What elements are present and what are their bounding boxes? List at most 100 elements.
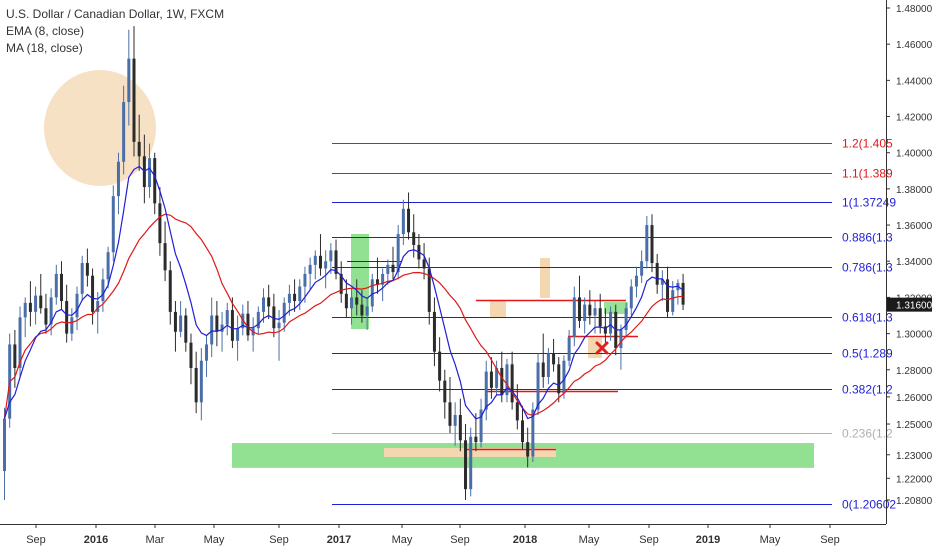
candle-body bbox=[308, 264, 312, 274]
fib-level-label: 0.236(1.2 bbox=[842, 427, 893, 441]
candlesticks bbox=[3, 26, 685, 500]
candle-body bbox=[91, 275, 95, 312]
candle-body bbox=[168, 270, 172, 312]
fib-level-label: 0.382(1.2 bbox=[842, 383, 893, 397]
candle-body bbox=[241, 313, 245, 329]
tan-box bbox=[540, 258, 550, 298]
candle-body bbox=[634, 275, 638, 287]
candle-body bbox=[624, 308, 628, 330]
candle-body bbox=[510, 364, 514, 403]
candle-body bbox=[272, 306, 276, 329]
candle-body bbox=[681, 282, 685, 305]
candle-body bbox=[588, 304, 592, 316]
candle-body bbox=[54, 273, 58, 298]
candle-body bbox=[287, 293, 291, 303]
candle-body bbox=[59, 273, 63, 302]
candle-body bbox=[298, 286, 302, 302]
candle-body bbox=[153, 158, 157, 204]
ema-legend-label: EMA (8, close) bbox=[6, 24, 85, 38]
ema-8-line bbox=[3, 165, 684, 420]
candle-body bbox=[116, 161, 120, 197]
cross-icon bbox=[595, 341, 609, 355]
candle-body bbox=[536, 362, 540, 410]
x-tick-label: Sep bbox=[639, 534, 659, 546]
candle-body bbox=[655, 263, 659, 285]
candle-body bbox=[407, 208, 411, 233]
candle-body bbox=[484, 371, 488, 410]
candle-body bbox=[85, 263, 89, 276]
candle-body bbox=[344, 293, 348, 309]
annotation-boxes bbox=[44, 70, 814, 468]
candle-body bbox=[173, 311, 177, 332]
candle-body bbox=[122, 102, 126, 162]
candle-body bbox=[355, 297, 359, 305]
candle-body bbox=[18, 317, 22, 368]
fibonacci-levels: 1.2(1.405 1.1(1.389 1(1.37249 0.886(1.3 0.78… bbox=[332, 137, 896, 512]
candle-body bbox=[629, 286, 633, 309]
fib-level-label: 1(1.37249 bbox=[842, 196, 896, 210]
fib-level-label: 1.2(1.405 bbox=[842, 137, 893, 151]
x-tick-label: Mar bbox=[146, 534, 165, 546]
y-axis: 1.48000 1.46000 1.44000 1.42000 1.40000 1.380… bbox=[886, 0, 932, 524]
candle-body bbox=[619, 329, 623, 349]
candle-body bbox=[515, 402, 519, 421]
candle-body bbox=[163, 243, 167, 271]
candle-body bbox=[546, 353, 550, 377]
candle-body bbox=[562, 360, 566, 394]
y-tick-label: 1.22000 bbox=[896, 474, 932, 485]
candle-body bbox=[49, 297, 53, 325]
candle-body bbox=[458, 414, 462, 441]
candle-body bbox=[474, 436, 478, 443]
candle-body bbox=[179, 315, 183, 332]
candle-body bbox=[324, 261, 328, 269]
candle-body bbox=[370, 279, 374, 307]
candle-body bbox=[666, 279, 670, 312]
annotations bbox=[595, 341, 609, 355]
candle-body bbox=[230, 310, 234, 341]
candle-body bbox=[422, 259, 426, 269]
candle-body bbox=[572, 297, 576, 338]
candle-body bbox=[438, 351, 442, 381]
candle-body bbox=[194, 367, 198, 403]
candle-body bbox=[210, 315, 214, 345]
x-tick-label: May bbox=[392, 534, 413, 546]
candle-body bbox=[277, 322, 281, 329]
fib-level-label: 1.1(1.389 bbox=[842, 167, 893, 181]
candle-body bbox=[267, 297, 271, 307]
candle-body bbox=[318, 255, 322, 269]
candle-body bbox=[521, 420, 524, 443]
candle-body bbox=[640, 261, 644, 276]
candle-body bbox=[412, 232, 416, 245]
candle-body bbox=[593, 308, 597, 316]
candle-body bbox=[80, 263, 84, 294]
candle-body bbox=[148, 158, 152, 188]
x-tick-label: 2017 bbox=[327, 534, 351, 546]
fib-level-label: 0.618(1.3 bbox=[842, 311, 893, 325]
candle-body bbox=[303, 273, 307, 287]
candle-body bbox=[236, 328, 240, 341]
candle-body bbox=[329, 250, 333, 262]
candle-body bbox=[215, 315, 219, 332]
candle-body bbox=[495, 367, 499, 388]
candle-body bbox=[282, 302, 286, 323]
chart-title: U.S. Dollar / Canadian Dollar, 1W, FXCM bbox=[6, 7, 225, 21]
candle-body bbox=[489, 371, 493, 388]
candle-body bbox=[443, 380, 447, 403]
x-tick-label: 2019 bbox=[696, 534, 720, 546]
candle-body bbox=[101, 279, 105, 302]
candle-body bbox=[552, 353, 556, 365]
x-tick-label: Sep bbox=[820, 534, 840, 546]
candle-body bbox=[262, 297, 265, 312]
y-tick-label: 1.44000 bbox=[896, 76, 932, 87]
candle-body bbox=[111, 196, 115, 253]
x-tick-label: May bbox=[579, 534, 600, 546]
candle-body bbox=[541, 362, 545, 377]
candle-body bbox=[660, 279, 664, 285]
candle-body bbox=[464, 440, 468, 490]
y-tick-label: 1.42000 bbox=[896, 113, 932, 124]
candle-body bbox=[334, 250, 338, 274]
candle-body bbox=[583, 304, 587, 321]
candle-body bbox=[339, 273, 343, 294]
candle-body bbox=[3, 418, 6, 472]
